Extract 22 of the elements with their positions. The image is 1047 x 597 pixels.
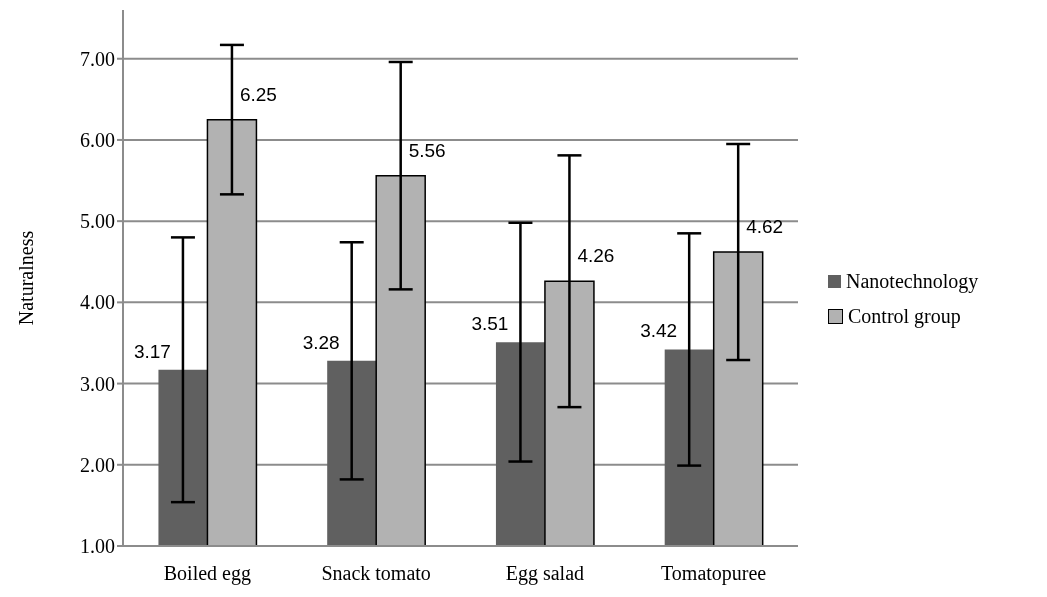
y-axis-title: Naturalness <box>15 230 38 326</box>
data-label: 6.25 <box>239 83 277 105</box>
y-tick-label: 3.00 <box>80 372 115 395</box>
y-tick-label: 1.00 <box>80 535 115 558</box>
data-label: 4.26 <box>577 245 615 267</box>
data-label: 3.17 <box>133 340 171 362</box>
y-tick-label: 4.00 <box>80 291 115 314</box>
x-tick-label: Egg salad <box>505 562 585 586</box>
data-label: 3.28 <box>302 331 340 353</box>
legend-label: Control group <box>848 305 961 328</box>
y-tick-label: 5.00 <box>80 210 115 233</box>
y-tick-label: 6.00 <box>80 129 115 152</box>
data-label: 3.42 <box>640 320 678 342</box>
x-tick-label: Boiled egg <box>163 562 251 586</box>
legend-label: Nanotechnology <box>846 270 979 293</box>
data-label: 5.56 <box>408 139 446 161</box>
data-label: 3.51 <box>471 313 509 335</box>
y-tick-label: 7.00 <box>80 47 115 70</box>
data-label: 4.62 <box>746 216 784 238</box>
x-tick-label: Snack tomato <box>321 562 431 585</box>
y-tick-label: 2.00 <box>80 453 115 476</box>
x-tick-label: Tomatopuree <box>661 562 767 586</box>
